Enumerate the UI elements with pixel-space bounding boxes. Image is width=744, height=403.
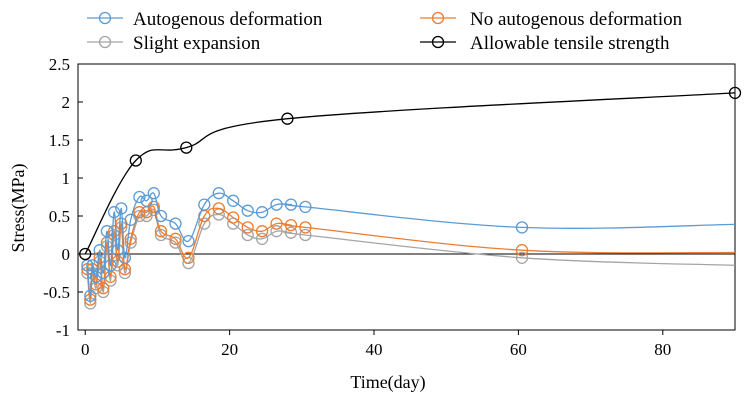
- series-autogenous: [81, 187, 736, 302]
- data-point-autogenous: [227, 194, 240, 207]
- data-point-autogenous: [212, 187, 225, 200]
- legend-label-allowable-tensile: Allowable tensile strength: [470, 33, 670, 54]
- data-point-no-autogenous: [89, 278, 103, 291]
- legend-entry-slight-expansion: Slight expansion: [87, 33, 261, 54]
- data-point-no-autogenous: [255, 225, 269, 238]
- data-point-no-autogenous: [270, 217, 283, 230]
- series-line-allowable-tensile: [84, 92, 736, 255]
- data-point-autogenous: [133, 190, 146, 204]
- x-tick-label: 20: [221, 340, 238, 359]
- legend-marker-slight-expansion: [98, 35, 112, 49]
- data-point-autogenous: [140, 194, 153, 207]
- data-point-autogenous: [255, 206, 269, 219]
- data-point-slight-expansion: [299, 228, 312, 242]
- legend-label-slight-expansion: Slight expansion: [133, 33, 261, 54]
- data-point-autogenous: [89, 270, 103, 283]
- series-allowable-tensile: [79, 86, 742, 261]
- data-point-slight-expansion: [140, 209, 153, 223]
- data-point-autogenous: [241, 204, 254, 217]
- data-point-autogenous: [93, 244, 106, 257]
- legend-entry-allowable-tensile: Allowable tensile strength: [420, 33, 670, 54]
- series-no-autogenous: [81, 200, 736, 306]
- data-point-autogenous: [100, 225, 114, 238]
- x-axis-ticks: 0 20 40 60 80: [81, 330, 671, 359]
- data-point-autogenous: [115, 202, 128, 215]
- data-point-autogenous: [182, 234, 195, 248]
- data-point-no-autogenous: [284, 218, 298, 232]
- data-point-autogenous: [169, 217, 182, 230]
- data-point-autogenous: [124, 213, 137, 226]
- data-point-slight-expansion: [241, 228, 254, 242]
- series-line-no-autogenous: [86, 205, 736, 301]
- legend-entry-no-autogenous: No autogenous deformation: [420, 9, 683, 30]
- data-point-slight-expansion: [270, 225, 283, 238]
- data-point-autogenous: [107, 206, 121, 219]
- data-point-allowable-tensile: [728, 86, 742, 100]
- y-axis-title: Stress(MPa): [8, 163, 29, 252]
- data-point-allowable-tensile: [281, 112, 294, 125]
- data-point-autogenous: [84, 289, 97, 302]
- data-point-slight-expansion: [198, 217, 211, 230]
- data-point-no-autogenous: [212, 202, 225, 215]
- data-point-autogenous: [111, 244, 124, 257]
- data-point-autogenous: [284, 198, 298, 211]
- x-tick-label: 0: [81, 340, 90, 359]
- legend: Autogenous deformation No autogenous def…: [87, 9, 683, 54]
- data-point-autogenous: [270, 198, 283, 211]
- data-point-slight-expansion: [169, 236, 182, 249]
- data-point-no-autogenous: [124, 232, 137, 245]
- legend-label-no-autogenous: No autogenous deformation: [470, 9, 683, 30]
- y-tick-label: 2.5: [49, 55, 70, 74]
- y-tick-label: 0: [62, 245, 71, 264]
- plot-area: [77, 63, 736, 331]
- legend-label-autogenous: Autogenous deformation: [133, 9, 323, 30]
- y-tick-label: -0.5: [43, 283, 70, 302]
- data-point-no-autogenous: [154, 225, 168, 238]
- legend-marker-autogenous: [98, 11, 112, 25]
- data-point-no-autogenous: [182, 251, 195, 264]
- data-point-autogenous: [81, 259, 94, 272]
- y-tick-label: 1.5: [49, 131, 70, 150]
- y-tick-label: -1: [56, 321, 70, 340]
- x-tick-label: 80: [654, 340, 671, 359]
- data-point-allowable-tensile: [129, 154, 142, 167]
- data-point-autogenous: [147, 187, 160, 200]
- series-layer: [79, 86, 742, 310]
- y-tick-label: 0.5: [49, 207, 70, 226]
- data-point-no-autogenous: [515, 244, 529, 257]
- legend-marker-allowable-tensile: [431, 35, 445, 49]
- data-point-allowable-tensile: [79, 247, 92, 261]
- legend-marker-no-autogenous: [431, 11, 445, 25]
- data-point-no-autogenous: [97, 282, 110, 295]
- data-point-autogenous: [154, 209, 168, 223]
- data-point-autogenous: [299, 200, 312, 214]
- x-tick-label: 40: [366, 340, 383, 359]
- y-axis-ticks: -1 -0.5 0 0.5 1 1.5 2 2.5: [43, 55, 83, 340]
- data-point-allowable-tensile: [180, 141, 193, 154]
- data-point-no-autogenous: [133, 206, 146, 219]
- legend-entry-autogenous: Autogenous deformation: [87, 9, 323, 30]
- data-point-autogenous: [198, 198, 211, 211]
- data-point-no-autogenous: [169, 232, 182, 245]
- data-point-autogenous: [97, 266, 110, 280]
- data-point-no-autogenous: [241, 221, 254, 234]
- data-point-slight-expansion: [515, 251, 529, 264]
- data-point-no-autogenous: [299, 221, 312, 234]
- data-point-no-autogenous: [227, 211, 240, 224]
- data-point-autogenous: [104, 259, 117, 272]
- data-point-autogenous: [515, 221, 529, 234]
- y-tick-label: 1: [62, 169, 71, 188]
- data-point-slight-expansion: [284, 226, 298, 239]
- data-point-slight-expansion: [255, 232, 269, 245]
- data-point-autogenous: [118, 251, 132, 264]
- data-point-autogenous: [86, 259, 99, 272]
- x-axis-title: Time(day): [350, 372, 425, 393]
- y-tick-label: 2: [62, 93, 71, 112]
- data-point-no-autogenous: [147, 200, 160, 214]
- x-tick-label: 60: [510, 340, 527, 359]
